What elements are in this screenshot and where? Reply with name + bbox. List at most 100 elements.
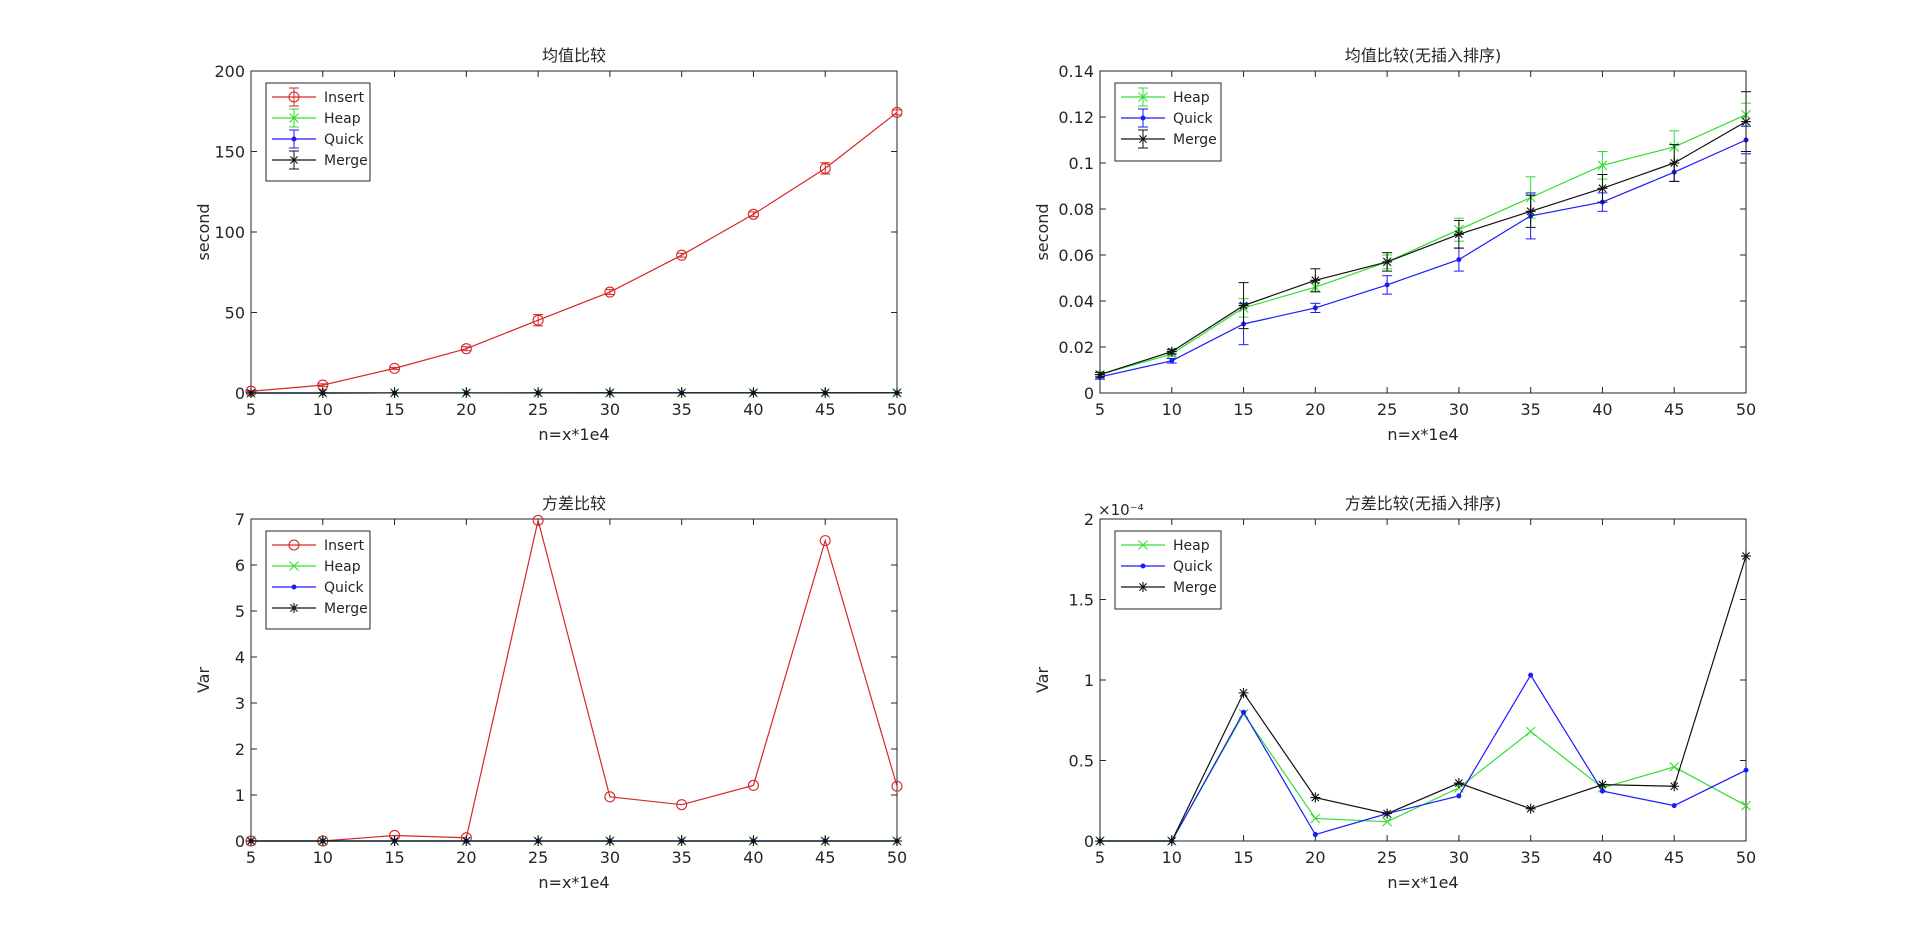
series-merge	[246, 387, 902, 398]
legend-entry-heap: Heap	[272, 559, 361, 575]
x-tick-label: 20	[456, 848, 476, 867]
y-tick-label: 0	[1084, 384, 1094, 403]
y-tick-label: 0.04	[1058, 292, 1094, 311]
series-line	[1100, 555, 1747, 842]
x-tick-label: 5	[1095, 848, 1105, 867]
data-point	[747, 208, 759, 220]
subplot-4: 5 10 15 20 25 30 35 40 45 50 0 0.5 1 1.5 2 ×10⁻⁴ 方差比较(无插…	[1033, 494, 1756, 892]
legend-label: Merge	[324, 153, 368, 169]
x-tick-label: 30	[600, 848, 620, 867]
y-exponent-label: ×10⁻⁴	[1098, 501, 1144, 519]
legend-marker	[1140, 563, 1146, 569]
legend-label: Quick	[1173, 559, 1213, 575]
series-insert	[245, 514, 903, 847]
legend-label: Heap	[324, 559, 361, 575]
y-tick-label: 7	[235, 510, 245, 529]
legend-entry-insert: Insert	[272, 538, 365, 554]
data-point	[820, 387, 831, 398]
y-tick-label: 2	[235, 740, 245, 759]
x-tick-label: 25	[528, 400, 548, 419]
x-tick-label: 50	[887, 400, 907, 419]
data-point	[533, 387, 544, 398]
legend-label: Merge	[324, 601, 368, 617]
series-line	[1100, 674, 1747, 842]
data-point	[747, 779, 759, 791]
x-tick-label: 20	[456, 400, 476, 419]
y-axis-label: second	[194, 203, 213, 260]
data-point	[604, 286, 616, 298]
data-point	[532, 314, 544, 326]
x-tick-label: 30	[600, 400, 620, 419]
data-point	[604, 387, 615, 398]
y-tick-label: 0.1	[1069, 154, 1094, 173]
y-tick-label: 50	[225, 304, 245, 323]
data-point	[1525, 206, 1536, 217]
x-tick-label: 25	[1377, 848, 1397, 867]
legend-label: Insert	[324, 538, 365, 554]
error-bar	[604, 289, 615, 295]
data-point	[1310, 813, 1321, 824]
x-axis-label: n=x*1e4	[1387, 425, 1458, 444]
x-tick-label: 15	[1233, 848, 1253, 867]
x-tick-label: 30	[1449, 848, 1469, 867]
data-point	[1166, 346, 1177, 357]
data-point	[1525, 726, 1536, 737]
error-bar	[676, 252, 687, 258]
legend-entry-merge: Merge	[1121, 129, 1217, 149]
y-tick-label: 0.02	[1058, 338, 1094, 357]
y-tick-label: 0.12	[1058, 108, 1094, 127]
data-point	[676, 249, 688, 261]
y-tick-label: 0	[235, 832, 245, 851]
data-point	[1741, 116, 1751, 127]
data-point	[1241, 709, 1247, 715]
legend-marker	[1138, 540, 1148, 550]
x-tick-label: 15	[384, 848, 404, 867]
data-point	[820, 836, 831, 846]
error-bar	[820, 162, 831, 175]
x-tick-label: 35	[1520, 848, 1540, 867]
x-tick-label: 5	[246, 400, 256, 419]
data-point	[1669, 158, 1680, 168]
legend-box	[1114, 82, 1222, 162]
x-axis-label: n=x*1e4	[1387, 873, 1458, 892]
data-point	[1671, 803, 1677, 809]
data-point	[1453, 229, 1464, 240]
legend-entry-merge: Merge	[272, 150, 368, 170]
data-point	[1741, 800, 1751, 811]
x-tick-label: 25	[528, 848, 548, 867]
series-merge	[246, 836, 902, 846]
data-point	[317, 387, 328, 398]
legend-label: Merge	[1173, 132, 1217, 148]
legend-entry-heap: Heap	[1121, 538, 1210, 554]
data-point	[389, 362, 401, 374]
x-axis-label: n=x*1e4	[538, 873, 609, 892]
legend: Heap Quick Merge	[1114, 82, 1222, 162]
data-point	[819, 535, 831, 547]
x-tick-label: 40	[1592, 400, 1612, 419]
chart-title: 均值比较(无插入排序)	[1345, 46, 1502, 65]
y-tick-label: 1	[235, 786, 245, 805]
y-tick-label: 0	[1084, 832, 1094, 851]
legend-label: Insert	[324, 90, 365, 106]
x-tick-label: 5	[1095, 400, 1105, 419]
x-tick-label: 30	[1449, 400, 1469, 419]
legend-box	[265, 530, 371, 630]
data-point	[1169, 358, 1175, 364]
data-point	[748, 836, 759, 846]
legend-entry-merge: Merge	[1121, 580, 1217, 596]
error-bar	[892, 109, 902, 116]
subplot-2: 5 10 15 20 25 30 35 40 45 50 0 0.02 0.04 0.06 0.08 0.1 0…	[1033, 46, 1756, 444]
error-bar	[461, 346, 472, 352]
error-bar	[748, 211, 759, 218]
data-point	[819, 162, 831, 174]
data-point	[389, 387, 400, 398]
legend-marker	[288, 91, 300, 103]
y-tick-label: 2	[1084, 510, 1094, 529]
data-point	[1382, 816, 1392, 827]
x-tick-label: 10	[1162, 400, 1182, 419]
legend-marker	[288, 539, 300, 551]
data-point	[891, 106, 903, 118]
y-tick-label: 1.5	[1069, 591, 1094, 610]
y-axis-label: second	[1033, 203, 1052, 260]
